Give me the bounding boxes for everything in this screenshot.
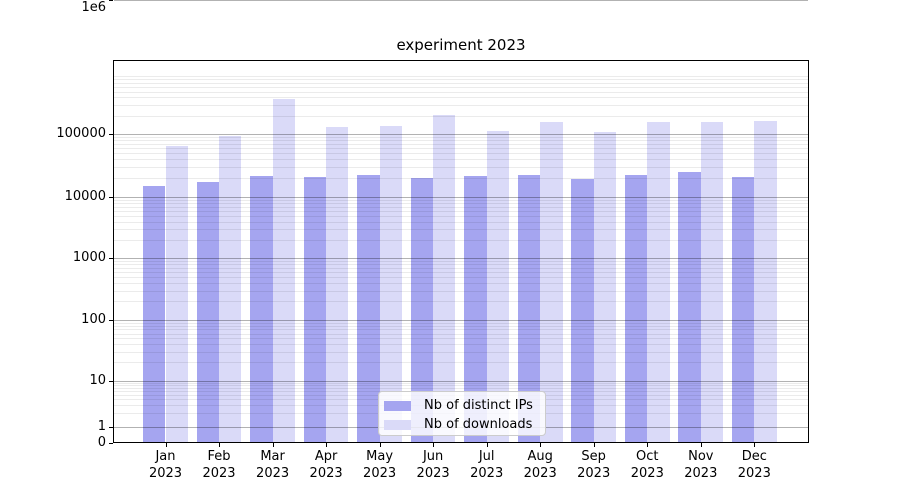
bar-distinct-ips — [196, 181, 219, 443]
y-tick-mark — [109, 258, 113, 260]
legend-swatch-downloads — [384, 419, 411, 430]
x-tick-label: Jan 2023 — [148, 449, 183, 481]
y-tick-mark — [109, 0, 113, 1]
chart-title: experiment 2023 — [396, 36, 526, 54]
x-tick-mark — [219, 443, 220, 447]
x-tick-mark — [647, 443, 649, 447]
x-tick-mark — [540, 443, 542, 447]
legend-label-distinct-ips: Nb of distinct IPs — [424, 398, 533, 413]
bar-downloads — [486, 131, 510, 443]
bar-distinct-ips — [357, 174, 380, 443]
x-tick-label: Dec 2023 — [737, 449, 771, 481]
y-tick-mark — [109, 134, 113, 136]
x-tick-label: Oct 2023 — [630, 449, 664, 481]
x-tick-mark — [165, 443, 167, 447]
x-tick-label: Jun 2023 — [416, 449, 450, 481]
y-tick-label: 1e6 — [81, 0, 106, 15]
bar-downloads — [540, 122, 563, 443]
x-tick-label: Mar 2023 — [256, 449, 290, 481]
x-tick-mark — [326, 443, 328, 447]
y-tick-label: 1000 — [72, 250, 106, 266]
legend-swatch-distinct-ips — [384, 400, 411, 411]
x-tick-mark — [486, 443, 488, 447]
bar-distinct-ips — [464, 176, 487, 443]
bar-downloads — [219, 136, 242, 443]
legend-item-distinct-ips: Nb of distinct IPs — [384, 396, 545, 415]
bar-distinct-ips — [143, 186, 166, 443]
bar-distinct-ips — [250, 176, 273, 443]
x-tick-label: Nov 2023 — [684, 449, 718, 481]
bar-downloads — [700, 121, 724, 443]
bar-downloads — [433, 114, 456, 443]
y-tick-mark — [109, 443, 113, 444]
bar-distinct-ips — [731, 176, 755, 443]
y-tick-label: 1 — [97, 418, 106, 434]
plot-area — [113, 60, 809, 443]
bar-distinct-ips — [517, 175, 541, 443]
y-tick-label: 10 — [89, 372, 106, 388]
y-tick-label: 100 — [81, 312, 106, 327]
x-tick-mark — [754, 443, 756, 447]
bar-downloads — [593, 131, 617, 443]
y-tick-mark — [109, 426, 113, 428]
bar-downloads — [754, 120, 777, 443]
bar-downloads — [379, 125, 402, 443]
y-tick-mark — [109, 197, 113, 199]
y-tick-label: 0 — [97, 435, 106, 450]
x-tick-label: Feb 2023 — [202, 449, 236, 481]
bar-downloads — [647, 122, 670, 443]
legend-item-downloads: Nb of downloads — [384, 415, 545, 434]
x-tick-mark — [433, 443, 435, 447]
x-tick-mark — [593, 443, 595, 447]
y-tick-label: 10000 — [64, 189, 106, 205]
legend-label-downloads: Nb of downloads — [424, 417, 533, 432]
x-tick-label: Jul 2023 — [470, 449, 504, 481]
x-tick-mark — [272, 443, 274, 447]
bar-distinct-ips — [303, 177, 327, 443]
bar-distinct-ips — [410, 178, 434, 443]
y-tick-label: 100000 — [56, 126, 106, 142]
y-tick-mark — [109, 320, 113, 321]
bar-downloads — [326, 127, 349, 443]
x-tick-label: May 2023 — [363, 449, 397, 481]
bar-downloads — [165, 146, 188, 443]
y-tick-mark — [109, 380, 113, 382]
legend: Nb of distinct IPs Nb of downloads — [378, 391, 546, 436]
x-tick-label: Apr 2023 — [309, 449, 343, 481]
x-tick-mark — [700, 443, 702, 447]
bar-distinct-ips — [678, 171, 701, 443]
x-tick-label: Sep 2023 — [577, 449, 611, 481]
x-tick-mark — [379, 443, 381, 447]
x-tick-label: Aug 2023 — [523, 449, 557, 481]
bar-distinct-ips — [624, 175, 648, 443]
bar-distinct-ips — [571, 178, 594, 443]
bar-downloads — [272, 98, 295, 443]
